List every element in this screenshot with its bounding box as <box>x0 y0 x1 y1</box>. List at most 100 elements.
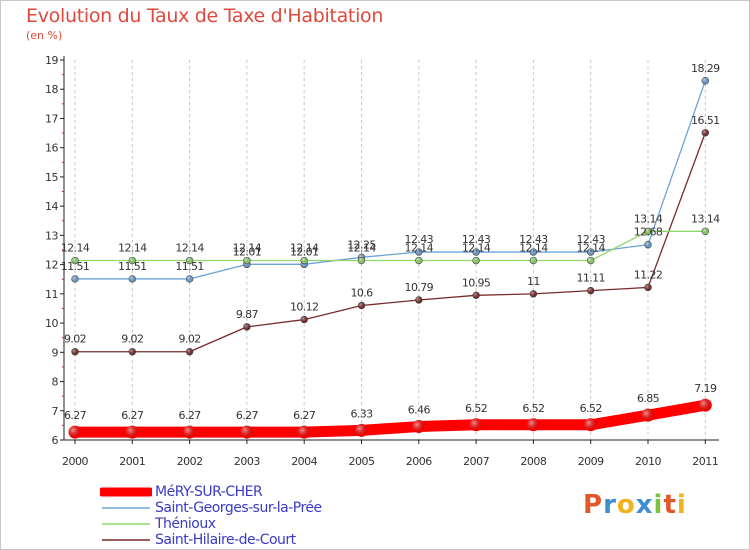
data-label-s3-2008: 11 <box>527 275 540 288</box>
series-line-3 <box>74 132 706 353</box>
data-label-s0-2002: 6.27 <box>179 409 202 422</box>
data-label-s1-2003: 12.01 <box>233 245 262 258</box>
data-label-s1-2005: 12.25 <box>347 238 376 251</box>
legend-label-mery: MéRY-SUR-CHER <box>155 484 263 500</box>
data-label-s3-2010: 11.22 <box>634 268 663 281</box>
series-layer <box>68 77 712 439</box>
point-shade-s2-2011 <box>701 227 709 235</box>
legend: MéRY-SUR-CHER Saint-Georges-sur-la-Prée … <box>100 484 322 548</box>
x-tick-label-2003: 2003 <box>234 455 260 468</box>
data-label-s2-2007: 12.14 <box>462 242 491 255</box>
data-label-s0-2004: 6.27 <box>293 409 316 422</box>
legend-swatch-mery <box>100 487 152 497</box>
x-tick-label-2005: 2005 <box>349 455 375 468</box>
data-label-s3-2000: 9.02 <box>64 333 86 346</box>
data-label-s0-2010: 6.85 <box>637 392 660 405</box>
data-label-s1-2002: 11.51 <box>175 260 204 273</box>
point-shade-s0-2006 <box>412 420 426 434</box>
point-shade-s1-2010 <box>644 241 652 249</box>
x-tick-label-2008: 2008 <box>520 455 546 468</box>
point-shade-s1-2001 <box>128 275 136 283</box>
point-shade-s3-2006 <box>415 296 423 304</box>
x-tick-label-2007: 2007 <box>463 455 489 468</box>
data-label-s3-2001: 9.02 <box>121 333 143 346</box>
legend-item-saint-hilaire: Saint-Hilaire-de-Court <box>100 532 322 548</box>
point-shade-s0-2005 <box>355 423 368 437</box>
y-tick-label-8: 8 <box>52 376 59 389</box>
point-shade-s0-2011 <box>698 398 712 412</box>
y-tick-label-11: 11 <box>45 288 58 301</box>
y-tick-label-14: 14 <box>45 200 58 213</box>
data-label-s2-2008: 12.14 <box>519 242 548 255</box>
series-line-2 <box>74 230 706 262</box>
data-label-s0-2000: 6.27 <box>64 409 87 422</box>
point-shade-s1-2007 <box>472 248 480 256</box>
data-label-s0-2008: 6.52 <box>522 402 544 415</box>
data-label-s2-2010: 13.14 <box>634 212 663 225</box>
point-shade-s3-2005 <box>358 302 365 309</box>
data-label-s1-2009: 12.43 <box>576 233 605 246</box>
data-label-s1-2004: 12.01 <box>290 245 319 258</box>
point-shade-s2-2010 <box>644 227 652 235</box>
point-shade-s2-2001 <box>128 257 136 264</box>
data-label-s2-2005: 12.14 <box>347 242 376 255</box>
data-label-s0-2011: 7.19 <box>694 382 717 395</box>
point-shade-s1-2011 <box>701 77 709 85</box>
y-tick-label-15: 15 <box>45 171 58 184</box>
data-label-s3-2011: 16.51 <box>691 114 720 127</box>
data-label-s2-2011: 13.14 <box>691 212 720 225</box>
point-shade-s3-2000 <box>71 348 79 356</box>
y-tick-label-17: 17 <box>45 112 58 125</box>
logo-letter: P <box>583 490 604 520</box>
data-label-s0-2006: 6.46 <box>408 404 431 417</box>
data-label-s1-2010: 12.68 <box>634 226 663 239</box>
data-label-s3-2005: 10.6 <box>350 287 373 300</box>
y-tick-label-9: 9 <box>52 346 59 359</box>
data-label-s1-2000: 11.51 <box>61 260 90 273</box>
data-label-s1-2001: 11.51 <box>118 260 147 273</box>
x-tick-label-2001: 2001 <box>119 455 145 468</box>
chart-subtitle: (en %) <box>26 29 63 42</box>
point-shade-s0-2002 <box>183 425 197 439</box>
point-shade-s3-2010 <box>644 284 652 291</box>
point-shade-s1-2006 <box>415 248 423 256</box>
point-shade-s3-2003 <box>243 323 251 331</box>
axes: 6 7 8 9 10 11 12 13 14 15 16 17 18 19 2000 2001 2002 2003… <box>45 54 719 468</box>
data-label-s3-2006: 10.79 <box>405 281 434 294</box>
point-shade-s1-2008 <box>530 248 537 256</box>
point-shade-s3-2007 <box>472 291 480 299</box>
point-shade-s0-2001 <box>125 425 139 439</box>
point-shade-s1-2009 <box>587 248 595 256</box>
logo-letter: i <box>676 490 687 520</box>
point-shade-s0-2009 <box>584 418 598 432</box>
x-tick-label-2002: 2002 <box>177 455 203 468</box>
logo-letter: o <box>616 490 636 520</box>
data-label-s2-2003: 12.14 <box>233 242 262 255</box>
y-tick-label-7: 7 <box>52 405 59 418</box>
legend-label-saint-georges: Saint-Georges-sur-la-Prée <box>155 500 322 516</box>
logo-letter: i <box>653 490 664 520</box>
logo-letter: x <box>635 490 654 520</box>
data-label-s0-2007: 6.52 <box>465 402 487 415</box>
logo-letter: t <box>663 490 677 520</box>
series-line-0 <box>69 399 711 438</box>
point-shade-s2-2008 <box>530 257 537 264</box>
logo-letter: r <box>603 490 617 520</box>
x-tick-label-2000: 2000 <box>62 455 88 468</box>
point-shade-s2-2007 <box>472 257 480 264</box>
data-label-s0-2005: 6.33 <box>350 407 373 420</box>
legend-swatch-thenioux <box>102 523 150 525</box>
y-tick-label-12: 12 <box>45 259 58 272</box>
y-tick-label-13: 13 <box>45 229 58 242</box>
point-shade-s0-2008 <box>526 418 540 432</box>
point-shade-s3-2002 <box>186 348 194 356</box>
point-shade-s0-2000 <box>68 425 82 439</box>
y-tick-label-19: 19 <box>45 54 58 67</box>
point-shade-s0-2004 <box>297 425 311 439</box>
point-shade-s2-2000 <box>71 257 79 264</box>
x-tick-label-2010: 2010 <box>635 455 661 468</box>
point-shade-s3-2008 <box>530 290 537 298</box>
y-tick-label-18: 18 <box>45 83 58 96</box>
